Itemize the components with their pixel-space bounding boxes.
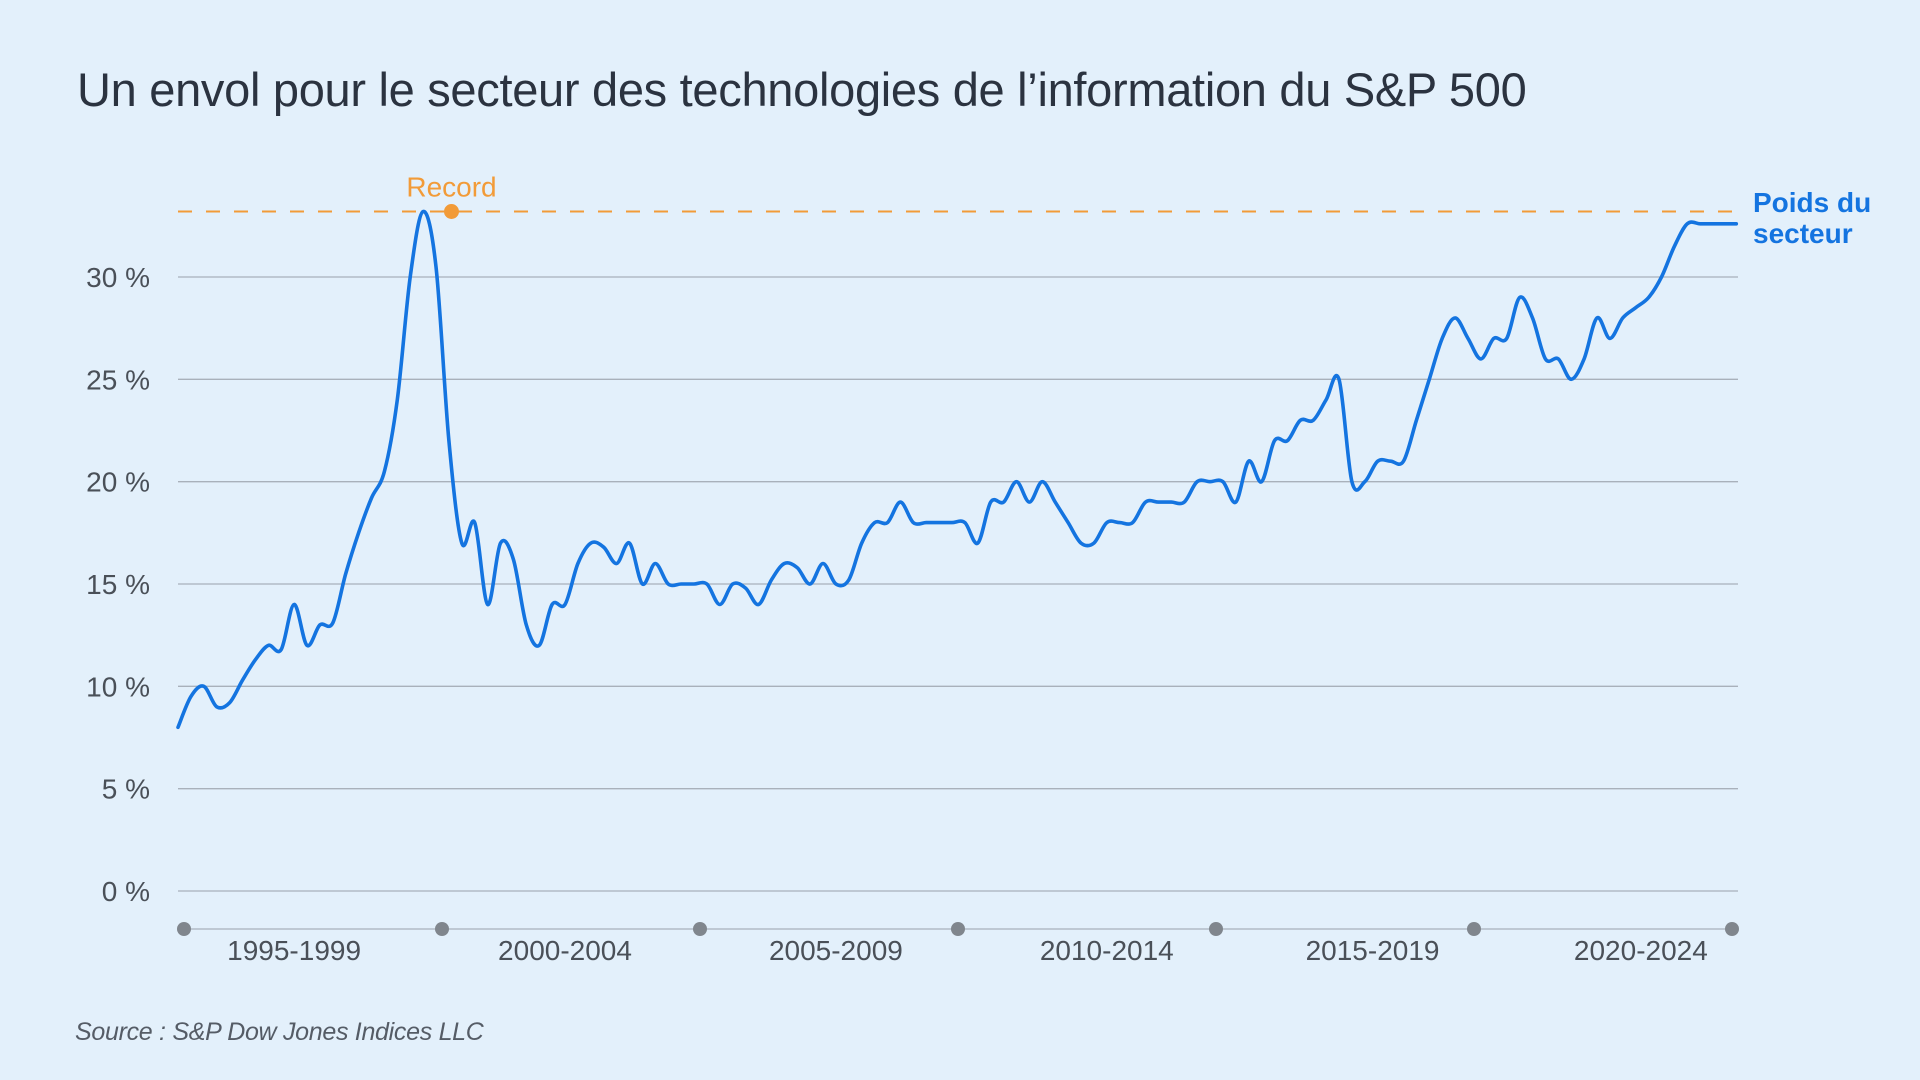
y-tick-label: 0 % xyxy=(102,876,150,907)
series-end-label-line: secteur xyxy=(1753,218,1853,249)
series-layer: Poids du secteur xyxy=(176,187,1871,730)
x-axis-separator-dot xyxy=(177,922,191,936)
grid-lines xyxy=(178,276,1738,892)
x-axis-separator-dot xyxy=(1467,922,1481,936)
x-tick-label: 2010-2014 xyxy=(1040,935,1174,966)
y-tick-label: 20 % xyxy=(86,467,150,498)
y-tick-label: 10 % xyxy=(86,671,150,702)
record-label: Record xyxy=(406,172,496,203)
x-axis-separator-dot xyxy=(1209,922,1223,936)
x-axis-separator-dot xyxy=(435,922,449,936)
y-tick-label: 15 % xyxy=(86,569,150,600)
chart-title: Un envol pour le secteur des technologie… xyxy=(77,63,1527,116)
y-tick-label: 30 % xyxy=(86,262,150,293)
x-axis-separator-dot xyxy=(693,922,707,936)
series-line xyxy=(176,209,1739,730)
y-tick-label: 5 % xyxy=(102,774,150,805)
x-tick-label: 2020-2024 xyxy=(1574,935,1708,966)
y-axis-ticks: 0 % 5 % 10 % 15 % 20 % 25 % 30 % xyxy=(86,262,150,907)
record-point xyxy=(443,204,459,220)
series-end-label-line: Poids du xyxy=(1753,187,1871,218)
x-axis: 1995-1999 2000-2004 2005-2009 2010-2014 2015… xyxy=(177,922,1739,966)
record-annotation: Record xyxy=(178,172,1738,220)
series-end-label: Poids du secteur xyxy=(1753,187,1871,249)
x-tick-label: 1995-1999 xyxy=(227,935,361,966)
x-tick-label: 2005-2009 xyxy=(769,935,903,966)
x-axis-separator-dot xyxy=(1725,922,1739,936)
source-note: Source : S&P Dow Jones Indices LLC xyxy=(75,1018,484,1046)
x-tick-label: 2015-2019 xyxy=(1306,935,1440,966)
x-tick-label: 2000-2004 xyxy=(498,935,632,966)
y-tick-label: 25 % xyxy=(86,364,150,395)
x-axis-separator-dot xyxy=(951,922,965,936)
